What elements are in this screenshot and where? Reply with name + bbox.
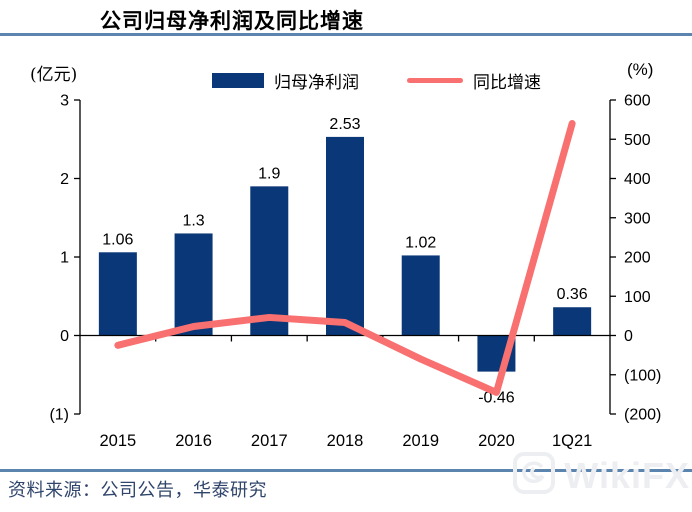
x-axis-label: 2018 [327, 432, 364, 450]
bar-2017 [250, 186, 289, 336]
right-axis-tick-label: (100) [624, 367, 661, 384]
bar-2018 [326, 136, 364, 336]
bar-1Q21 [553, 307, 592, 336]
x-axis-label: 2017 [251, 432, 288, 450]
left-axis-tick-label: 0 [60, 328, 69, 345]
right-axis-tick-label: 0 [624, 328, 633, 345]
bar-value-label: -0.46 [478, 390, 515, 407]
right-axis-tick-label: 600 [624, 93, 651, 110]
page-title: 公司归母净利润及同比增速 [100, 8, 364, 33]
watermark-text: WikiFX [564, 454, 690, 496]
watermark: WikiFX [512, 451, 690, 500]
left-axis-tick-label: 2 [60, 171, 69, 188]
bar-value-label: 1.3 [182, 212, 204, 229]
left-axis-tick-label: 3 [60, 93, 69, 110]
legend-line-swatch [407, 78, 463, 83]
right-axis-unit: (%) [627, 60, 654, 79]
source-note: 资料来源：公司公告，华泰研究 [8, 480, 267, 501]
bar-2015 [98, 252, 137, 336]
legend-bar-swatch [212, 73, 264, 88]
left-axis-tick-label: 1 [60, 250, 69, 267]
footer-divider [0, 469, 692, 472]
x-axis-label: 2020 [478, 432, 515, 450]
right-axis-tick-label: (200) [624, 407, 661, 424]
bar-value-label: 1.06 [102, 231, 133, 248]
bar-value-label: 1.9 [258, 165, 280, 182]
bar-value-label: 1.02 [405, 234, 436, 251]
left-axis-unit: (亿元) [30, 65, 78, 85]
x-axis-label: 1Q21 [552, 432, 592, 450]
right-axis-tick-label: 100 [624, 289, 651, 306]
title-divider [0, 33, 692, 36]
bar-2019 [401, 255, 440, 336]
right-axis-tick-label: 500 [624, 132, 651, 149]
x-axis-label: 2015 [99, 432, 136, 450]
bar-value-label: 0.36 [557, 286, 588, 303]
right-axis-tick-label: 400 [624, 171, 651, 188]
bar-2016 [174, 233, 213, 336]
wikifx-logo-icon [512, 451, 556, 500]
x-axis-label: 2019 [402, 432, 439, 450]
legend-line-label: 同比增速 [473, 73, 541, 93]
right-axis-tick-label: 200 [624, 250, 651, 267]
legend: 归母净利润 同比增速 [212, 68, 541, 93]
bar-value-label: 2.53 [329, 116, 360, 133]
left-axis-tick-label: (1) [49, 407, 69, 424]
legend-bar-label: 归母净利润 [274, 73, 359, 93]
x-axis-label: 2016 [175, 432, 212, 450]
growth-rate-line [114, 120, 576, 396]
right-axis-tick-label: 300 [624, 210, 651, 227]
